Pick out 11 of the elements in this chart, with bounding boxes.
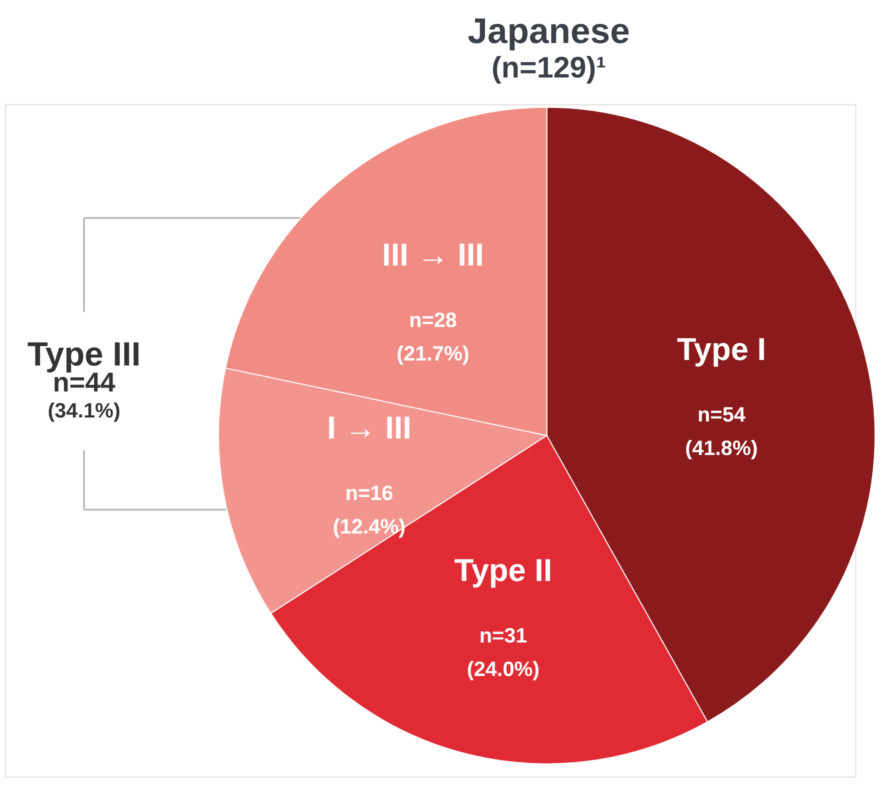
slice-label: Type I bbox=[676, 331, 766, 368]
data-label: n=54 (41.8%) bbox=[685, 403, 758, 460]
slice-label: Type II bbox=[454, 552, 552, 588]
chart-subtitle: (n=129)¹ bbox=[492, 52, 606, 85]
text: Type III n=44 (34.1%) bbox=[27, 336, 141, 423]
slice-label: I → III bbox=[327, 410, 412, 446]
data-label: n=31 (24.0%) bbox=[466, 624, 540, 682]
data-label: n=16 (12.4%) bbox=[332, 482, 406, 539]
chart-title: Japanese bbox=[468, 10, 630, 51]
slice-label: III → III bbox=[382, 236, 484, 273]
data-label: n=28 (21.7%) bbox=[396, 308, 470, 366]
